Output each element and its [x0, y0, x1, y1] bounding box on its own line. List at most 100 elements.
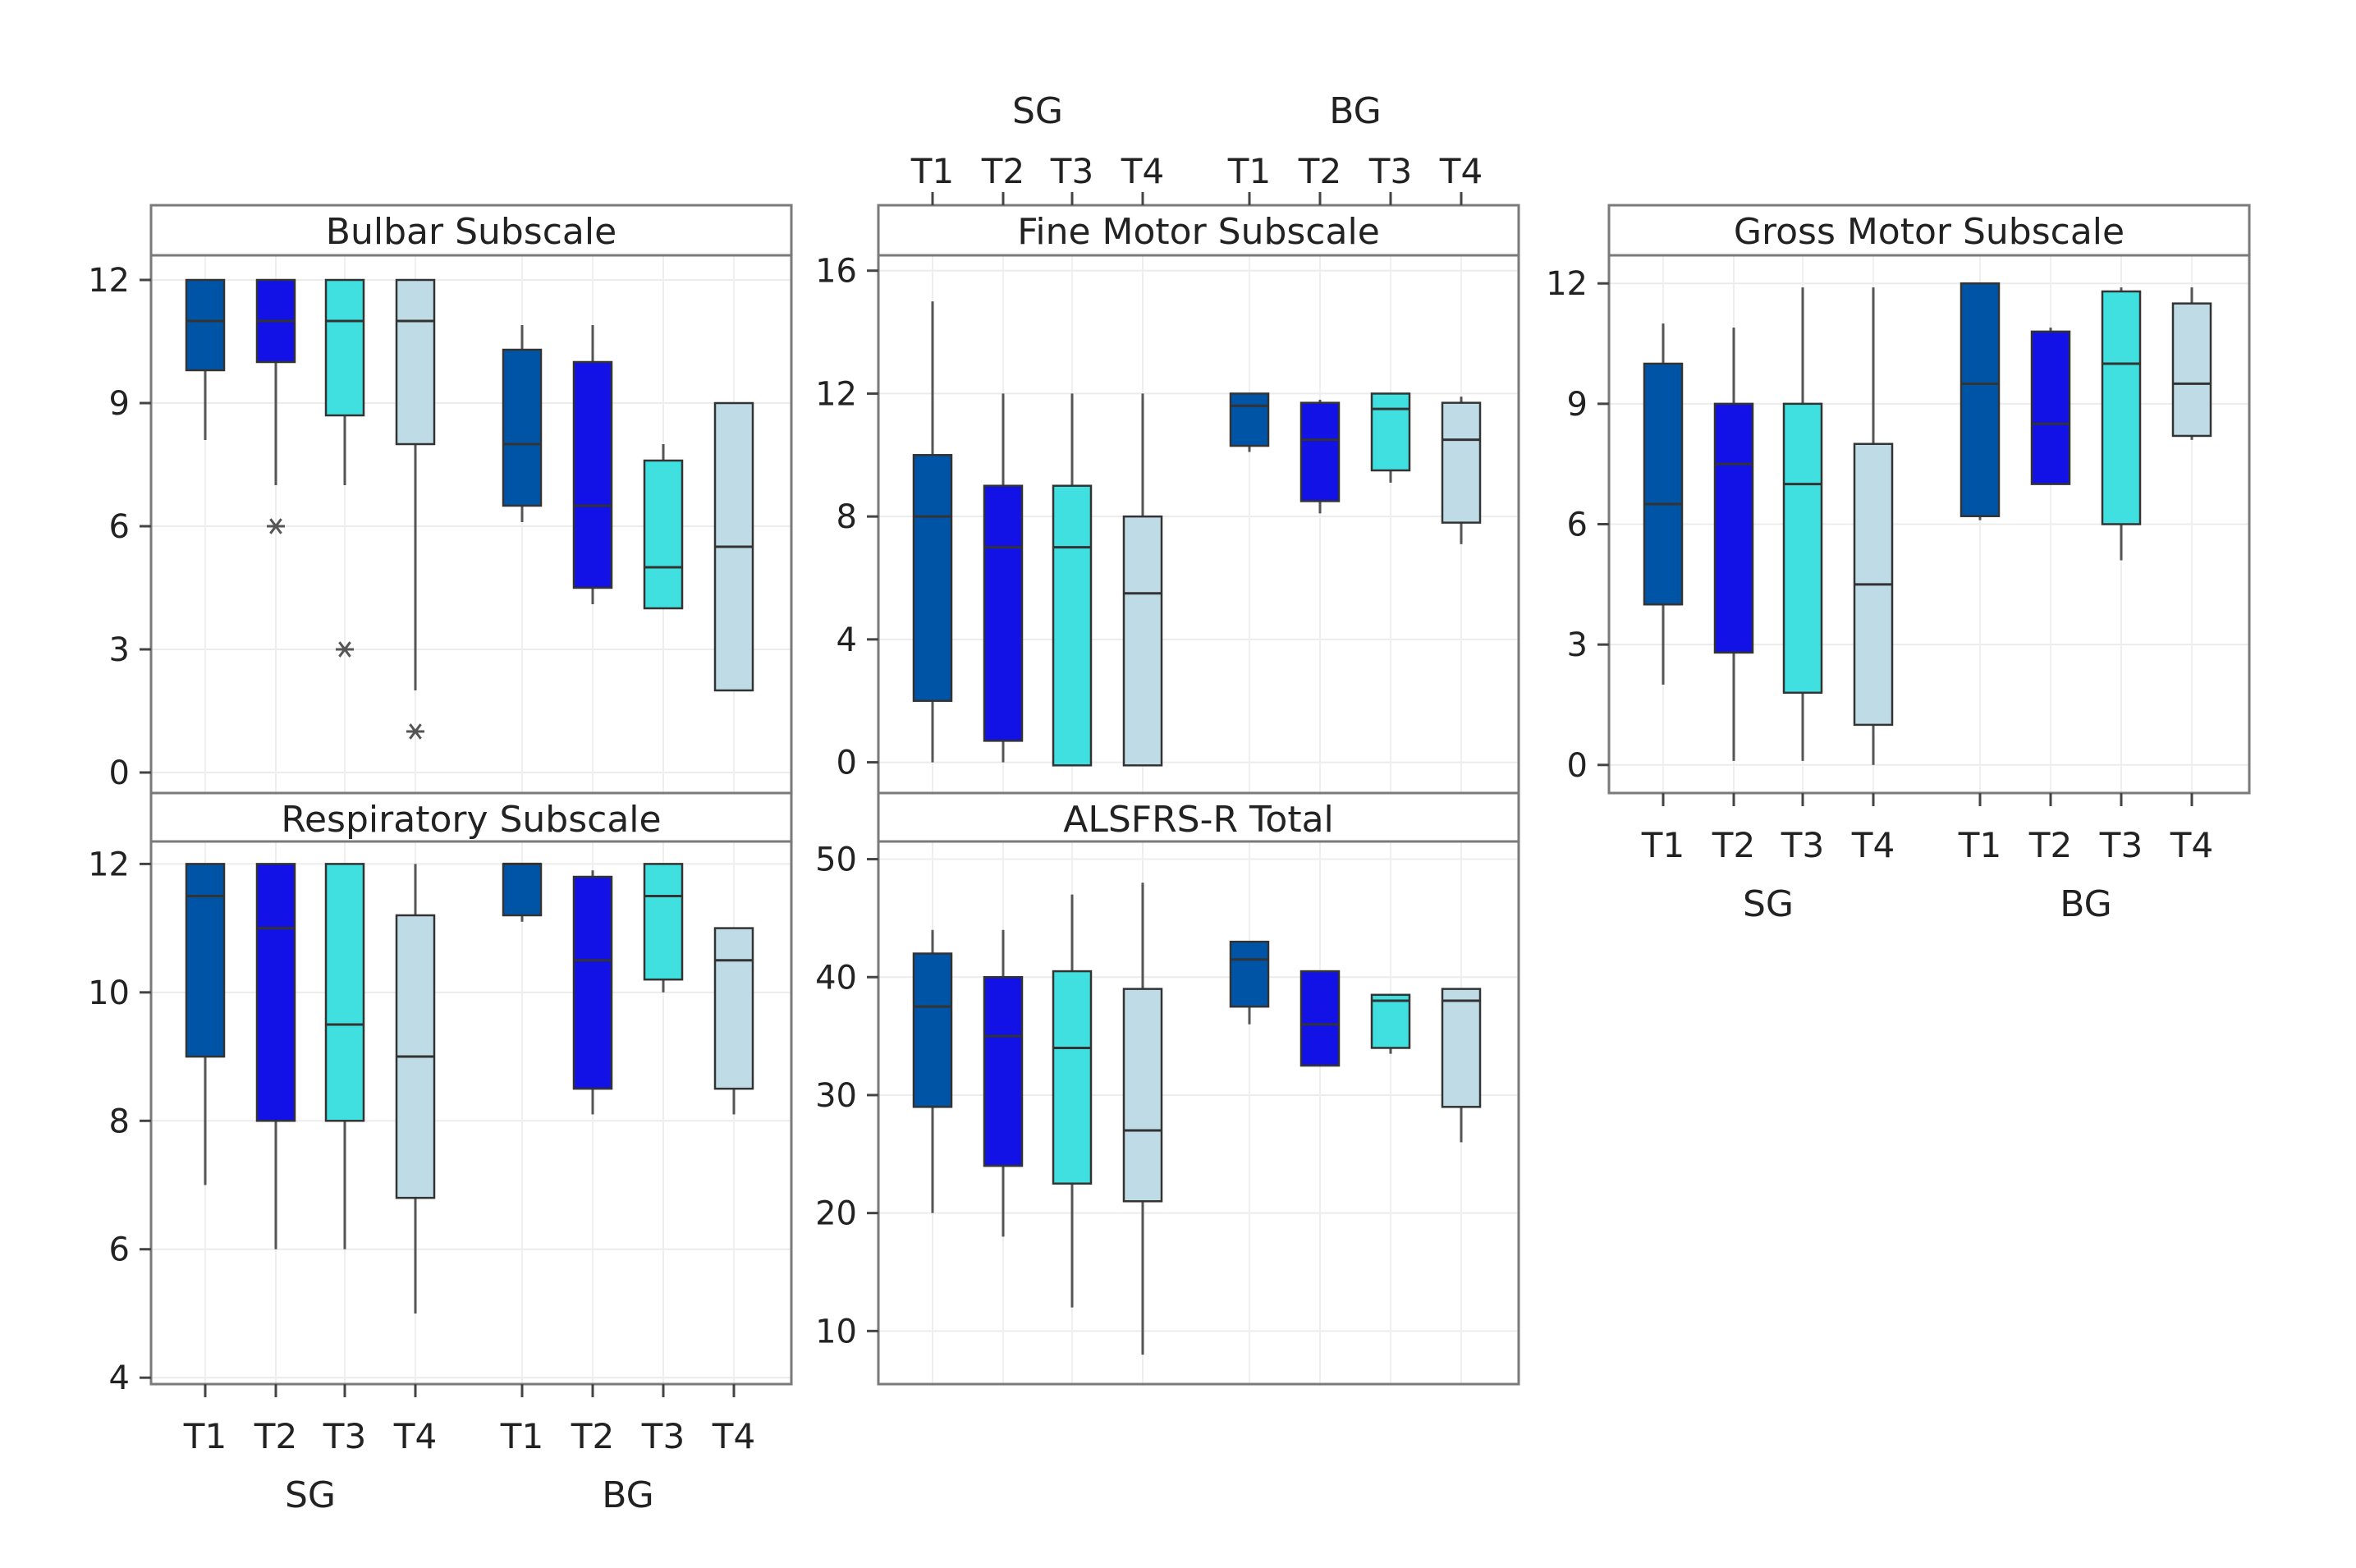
box-iqr: [572, 875, 613, 1090]
box-iqr: [2101, 290, 2142, 525]
panel-alsfrs-r-total: ALSFRS-R Total 10 20 30 40 50: [815, 791, 1520, 1386]
group-label: SG: [285, 1474, 336, 1516]
x-tick-label: T2: [1298, 151, 1341, 191]
x-tick-label: T4: [1121, 151, 1164, 191]
x-tick-label: T2: [254, 1416, 297, 1456]
box-iqr: [185, 278, 226, 372]
x-tick-label: T4: [712, 1416, 755, 1456]
box-sg-t1: [185, 278, 226, 440]
y-tick-label: 9: [1567, 386, 1588, 424]
y-tick-label: 50: [815, 841, 857, 879]
group-label: SG: [1743, 883, 1794, 925]
x-tick-label: T2: [981, 151, 1024, 191]
box-bg-t4: [1441, 397, 1482, 544]
box-iqr: [1960, 282, 2001, 517]
box-sg-t4: [395, 864, 436, 1314]
box-iqr: [324, 278, 365, 417]
x-tick-label: T3: [641, 1416, 685, 1456]
box-sg-t1: [185, 863, 226, 1185]
box-iqr: [1713, 402, 1754, 654]
x-tick-label: T2: [1712, 825, 1755, 865]
box-iqr: [502, 348, 543, 507]
box-sg-t3: [1052, 393, 1093, 767]
y-tick-label: 0: [1567, 747, 1588, 785]
box-iqr: [643, 863, 684, 981]
box-iqr: [2030, 330, 2071, 485]
outlier-marker: [406, 723, 424, 740]
outlier-marker: [267, 518, 285, 534]
box-sg-t3: [1782, 287, 1823, 761]
box-bg-t3: [1370, 993, 1411, 1054]
box-iqr: [1122, 515, 1163, 767]
box-iqr: [983, 484, 1024, 742]
outlier-stroke: [269, 518, 282, 534]
box-iqr: [643, 459, 684, 610]
x-tick-label: T4: [393, 1416, 437, 1456]
x-tick-label: T3: [2099, 825, 2143, 865]
panel-title: Gross Motor Subscale: [1734, 211, 2125, 253]
x-tick-label: T3: [1050, 151, 1093, 191]
y-tick-label: 6: [109, 508, 130, 546]
box-bg-t1: [502, 325, 543, 522]
box-iqr: [1782, 402, 1823, 695]
panel-title-strip: [149, 204, 793, 257]
x-tick-label: T4: [2170, 825, 2213, 865]
box-iqr: [1052, 970, 1093, 1185]
plot-frame: [877, 840, 1520, 1386]
box-bg-t3: [2101, 287, 2142, 561]
box-bg-t2: [1299, 399, 1341, 514]
panel-title-strip: [877, 204, 1520, 257]
plot-area: [878, 255, 1519, 793]
box-sg-t2: [255, 863, 296, 1249]
x-tick-label: T4: [1439, 151, 1483, 191]
panel-title: ALSFRS-R Total: [1063, 799, 1334, 841]
box-bg-t1: [1229, 940, 1270, 1025]
box-sg-t4: [1122, 393, 1163, 767]
box-bg-t1: [1960, 282, 2001, 520]
box-iqr: [1441, 988, 1482, 1108]
y-tick-label: 8: [109, 1103, 130, 1140]
box-sg-t3: [324, 278, 365, 658]
box-sg-t3: [324, 863, 365, 1249]
box-bg-t3: [643, 863, 684, 993]
y-tick-label: 12: [815, 375, 857, 413]
x-tick-label: T1: [1958, 825, 2001, 865]
box-bg-t2: [572, 325, 613, 604]
box-iqr: [572, 360, 613, 589]
plot-area: [151, 255, 791, 793]
y-tick-label: 12: [88, 846, 130, 883]
box-sg-t1: [1643, 323, 1684, 685]
box-iqr: [2171, 302, 2212, 438]
box-iqr: [185, 863, 226, 1058]
y-tick-label: 6: [1567, 507, 1588, 544]
y-tick-label: 16: [815, 253, 857, 291]
box-bg-t1: [502, 862, 543, 922]
box-iqr: [255, 863, 296, 1122]
box-bg-t4: [713, 927, 754, 1115]
x-tick-label: T1: [1227, 151, 1271, 191]
x-tick-label: T3: [1781, 825, 1824, 865]
y-tick-label: 3: [1567, 626, 1588, 664]
panel-bulbar-subscale: Bulbar Subscale 0 3 6 9 12: [88, 204, 793, 795]
box-iqr: [1643, 362, 1684, 606]
box-iqr: [912, 454, 953, 702]
y-tick-label: 9: [109, 385, 130, 423]
box-sg-t4: [1122, 883, 1163, 1355]
y-tick-label: 4: [837, 621, 857, 659]
y-tick-label: 12: [1546, 265, 1588, 303]
box-iqr: [1441, 401, 1482, 524]
box-sg-t3: [1052, 894, 1093, 1308]
box-sg-t2: [255, 278, 296, 534]
box-bg-t3: [1370, 392, 1411, 483]
box-bg-t1: [1229, 392, 1270, 452]
y-tick-label: 30: [815, 1077, 857, 1115]
y-tick-label: 6: [109, 1231, 130, 1269]
box-sg-t4: [1853, 287, 1894, 765]
box-sg-t2: [983, 929, 1024, 1237]
box-sg-t2: [983, 393, 1024, 763]
x-tick-label: T3: [1368, 151, 1412, 191]
box-bg-t2: [572, 870, 613, 1115]
x-tick-label: T1: [910, 151, 954, 191]
box-sg-t1: [912, 929, 953, 1213]
